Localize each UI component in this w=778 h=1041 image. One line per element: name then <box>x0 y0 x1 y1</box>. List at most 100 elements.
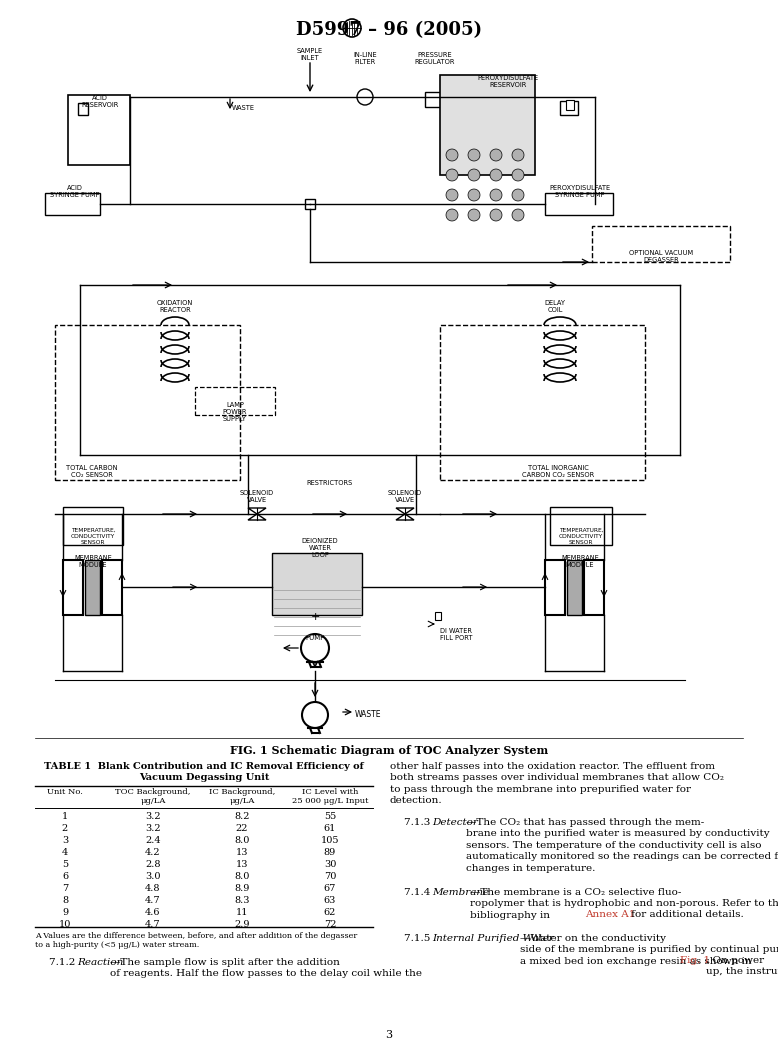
Polygon shape <box>248 508 266 520</box>
Text: other half passes into the oxidation reactor. The effluent from
both streams pas: other half passes into the oxidation rea… <box>390 762 724 806</box>
Circle shape <box>490 149 502 161</box>
Text: 7.1.4: 7.1.4 <box>404 888 437 897</box>
Text: PEROXYDISULFATE
RESERVOIR: PEROXYDISULFATE RESERVOIR <box>478 75 538 88</box>
Text: WASTE: WASTE <box>355 710 381 719</box>
Text: SOLENOID
VALVE: SOLENOID VALVE <box>240 490 274 503</box>
Text: 105: 105 <box>321 836 339 845</box>
Text: 4.7: 4.7 <box>145 896 161 905</box>
Text: TOTAL CARBON
CO₂ SENSOR: TOTAL CARBON CO₂ SENSOR <box>66 465 117 478</box>
Text: ACID
RESERVOIR: ACID RESERVOIR <box>82 95 119 108</box>
Bar <box>435 612 441 620</box>
Circle shape <box>301 634 329 662</box>
Text: DELAY
COIL: DELAY COIL <box>545 300 566 313</box>
Text: OPTIONAL VACUUM
DEGASSER: OPTIONAL VACUUM DEGASSER <box>629 250 693 263</box>
Text: Reaction: Reaction <box>77 958 123 967</box>
Circle shape <box>357 88 373 105</box>
Text: —The membrane is a CO₂ selective fluo-
ropolymer that is hydrophobic and non-por: —The membrane is a CO₂ selective fluo- r… <box>470 888 778 920</box>
Text: 4.2: 4.2 <box>145 848 161 857</box>
Text: SOLENOID
VALVE: SOLENOID VALVE <box>388 490 422 503</box>
Text: TEMPERATURE,
CONDUCTIVITY
SENSOR: TEMPERATURE, CONDUCTIVITY SENSOR <box>559 528 603 544</box>
Bar <box>567 560 582 615</box>
Bar <box>545 193 613 215</box>
Text: OXIDATION
REACTOR: OXIDATION REACTOR <box>157 300 193 313</box>
Circle shape <box>468 149 480 161</box>
Text: 7.1.2: 7.1.2 <box>49 958 82 967</box>
Text: 2.8: 2.8 <box>145 860 161 869</box>
Text: 4.6: 4.6 <box>145 908 161 917</box>
Text: 70: 70 <box>324 872 336 881</box>
Bar <box>545 560 565 615</box>
Bar <box>305 199 315 209</box>
Text: DI WATER
FILL PORT: DI WATER FILL PORT <box>440 628 472 641</box>
Text: 4: 4 <box>62 848 68 857</box>
Bar <box>440 75 535 175</box>
Circle shape <box>512 149 524 161</box>
Circle shape <box>512 189 524 201</box>
Text: 67: 67 <box>324 884 336 893</box>
Text: —The CO₂ that has passed through the mem-
brane into the purified water is measu: —The CO₂ that has passed through the mem… <box>466 818 778 872</box>
Text: 30: 30 <box>324 860 336 869</box>
Text: —The sample flow is split after the addition
of reagents. Half the flow passes t: —The sample flow is split after the addi… <box>110 958 422 979</box>
Text: . On power
up, the instrument automatically delays for a period of at least: . On power up, the instrument automatica… <box>706 956 778 976</box>
Text: MEMBRANE
MODULE: MEMBRANE MODULE <box>74 555 112 568</box>
Text: WASTE: WASTE <box>232 105 255 111</box>
Circle shape <box>446 169 458 181</box>
Text: 5: 5 <box>62 860 68 869</box>
Text: for additional details.: for additional details. <box>628 910 744 919</box>
Bar <box>45 193 100 215</box>
Text: 89: 89 <box>324 848 336 857</box>
Text: 7.1.5: 7.1.5 <box>404 934 437 943</box>
Text: Fig. 1: Fig. 1 <box>680 956 710 965</box>
Text: D5997 – 96 (2005): D5997 – 96 (2005) <box>296 21 482 39</box>
Text: IC Background,
μg/LA: IC Background, μg/LA <box>209 788 275 805</box>
Text: 13: 13 <box>236 848 248 857</box>
Text: 6: 6 <box>62 872 68 881</box>
Text: 3: 3 <box>385 1030 393 1040</box>
Text: 3.2: 3.2 <box>145 824 161 833</box>
Text: 10: 10 <box>59 920 72 929</box>
Bar <box>63 560 83 615</box>
Text: 8.3: 8.3 <box>234 896 250 905</box>
Text: Detector: Detector <box>432 818 478 827</box>
Text: Membrane: Membrane <box>432 888 489 897</box>
Circle shape <box>490 189 502 201</box>
Text: LAMP
POWER
SUPPLY: LAMP POWER SUPPLY <box>223 402 247 422</box>
Text: 4.7: 4.7 <box>145 920 161 929</box>
Text: 8.0: 8.0 <box>234 872 250 881</box>
Circle shape <box>468 189 480 201</box>
Text: 8.0: 8.0 <box>234 836 250 845</box>
Text: 8.2: 8.2 <box>234 812 250 821</box>
Text: 3.2: 3.2 <box>145 812 161 821</box>
Text: 3: 3 <box>62 836 68 845</box>
Circle shape <box>490 209 502 221</box>
Text: 8.9: 8.9 <box>234 884 250 893</box>
Text: +: + <box>310 612 320 623</box>
Text: 22: 22 <box>236 824 248 833</box>
Text: TOTAL INORGANIC
CARBON CO₂ SENSOR: TOTAL INORGANIC CARBON CO₂ SENSOR <box>522 465 594 478</box>
Text: 4.8: 4.8 <box>145 884 161 893</box>
Bar <box>566 100 574 110</box>
Text: 7: 7 <box>62 884 68 893</box>
Text: Internal Purified Water: Internal Purified Water <box>432 934 554 943</box>
Text: 2: 2 <box>62 824 68 833</box>
Text: TOC Background,
μg/LA: TOC Background, μg/LA <box>115 788 191 805</box>
Text: MEMBRANE
MODULE: MEMBRANE MODULE <box>561 555 599 568</box>
Text: Unit No.: Unit No. <box>47 788 83 796</box>
Text: 11: 11 <box>236 908 248 917</box>
Text: SAMPLE
INLET: SAMPLE INLET <box>297 48 323 61</box>
Polygon shape <box>396 508 414 520</box>
Circle shape <box>468 209 480 221</box>
Bar <box>68 95 130 166</box>
Circle shape <box>446 189 458 201</box>
Bar <box>592 226 730 262</box>
Text: PUMP: PUMP <box>305 635 324 641</box>
Text: ACID
SYRINGE PUMP: ACID SYRINGE PUMP <box>51 185 100 198</box>
Text: TEMPERATURE,
CONDUCTIVITY
SENSOR: TEMPERATURE, CONDUCTIVITY SENSOR <box>71 528 115 544</box>
Text: 2.4: 2.4 <box>145 836 161 845</box>
Bar <box>440 325 645 480</box>
Bar <box>425 92 445 107</box>
Text: 55: 55 <box>324 812 336 821</box>
Bar <box>63 507 123 545</box>
Text: IN-LINE
FILTER: IN-LINE FILTER <box>353 52 377 65</box>
Text: IC Level with
25 000 μg/L Input: IC Level with 25 000 μg/L Input <box>292 788 368 805</box>
